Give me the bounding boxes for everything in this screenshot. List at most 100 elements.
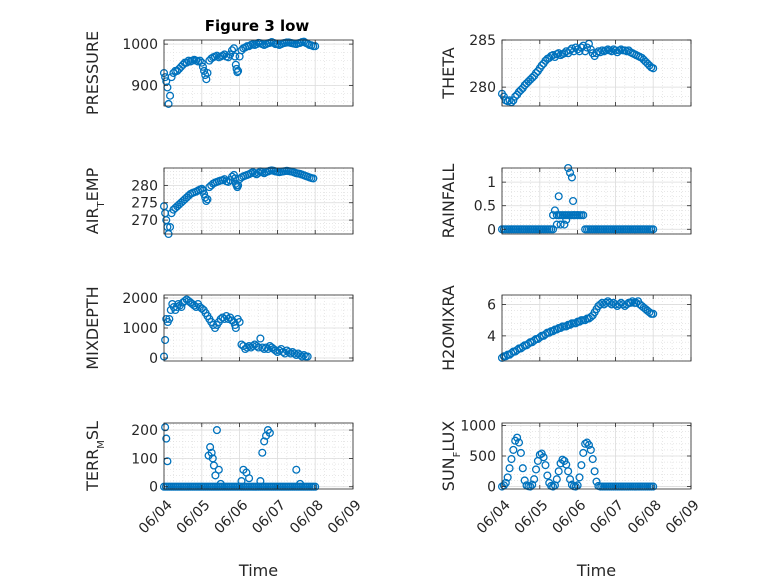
y-tick-label: 0 — [487, 222, 496, 238]
data-point — [256, 334, 265, 343]
data-point — [573, 211, 582, 220]
axes-frame — [501, 167, 692, 235]
data-point — [248, 341, 257, 351]
data-point — [203, 68, 212, 78]
data-point — [180, 296, 189, 306]
data-point — [195, 56, 204, 65]
y-tick-label: 4 — [487, 329, 496, 345]
data-point — [509, 445, 518, 454]
y-axis-label: PRESSURE — [83, 31, 102, 115]
y-tick-label: 500 — [469, 449, 496, 465]
subplot-1: 900 1000 PRESSURE — [83, 31, 354, 115]
data-point — [530, 475, 539, 484]
data-point — [226, 50, 235, 59]
data-point — [166, 91, 175, 100]
x-tick-label: 06/04 — [474, 497, 514, 537]
data-point — [284, 347, 293, 357]
data-point — [592, 477, 601, 486]
data-point — [611, 46, 620, 55]
y-tick-label: 280 — [131, 178, 158, 194]
data-point — [531, 465, 541, 474]
y-tick-label: 0 — [149, 480, 158, 496]
data-point — [252, 341, 261, 351]
data-point — [212, 426, 221, 435]
data-point — [262, 343, 271, 352]
data-point — [590, 467, 599, 476]
data-point — [607, 300, 616, 309]
y-tick-label: 2000 — [122, 291, 158, 307]
data-point — [548, 482, 558, 491]
data-point — [309, 174, 318, 183]
x-tick-label: 06/05 — [174, 497, 214, 537]
data-point — [520, 476, 529, 485]
x-tick-label: 06/05 — [512, 497, 552, 537]
data-point — [596, 300, 605, 309]
data-point — [577, 461, 586, 470]
data-point — [202, 196, 211, 206]
data-point — [575, 473, 584, 482]
subplot-4: 0 0.5 1 RAINFALL — [439, 164, 692, 239]
data-point — [297, 352, 307, 361]
y-tick-label: 1000 — [460, 418, 496, 434]
data-point — [607, 47, 616, 56]
data-point — [161, 423, 170, 432]
data-point — [528, 480, 537, 489]
y-axis-label: SUNFLUX — [439, 421, 463, 491]
data-point — [554, 192, 563, 201]
y-tick-label: 200 — [131, 423, 158, 439]
data-point — [586, 45, 595, 54]
data-point — [290, 349, 299, 358]
data-point — [628, 297, 637, 306]
data-point — [166, 223, 175, 232]
data-point — [513, 433, 522, 442]
data-point — [286, 349, 295, 358]
data-point — [224, 177, 233, 186]
y-tick-label: 6 — [487, 297, 496, 313]
y-axis-label: RAINFALL — [439, 164, 458, 239]
axes-frame — [163, 422, 354, 490]
data-point — [556, 323, 565, 333]
data-point — [571, 482, 580, 491]
subplot-2: 280 285 THETA — [439, 33, 692, 107]
y-axis-label: MIXDEPTH — [83, 286, 102, 369]
data-point — [605, 298, 614, 307]
data-point — [161, 335, 170, 345]
data-point — [234, 66, 243, 75]
x-axis-label: Time — [576, 561, 616, 580]
data-point — [198, 186, 207, 195]
data-point — [626, 298, 635, 307]
data-point — [245, 474, 254, 483]
data-point — [611, 300, 620, 309]
data-point — [214, 465, 223, 474]
data-point — [573, 45, 582, 54]
subplot-6: 4 6 H2OMIXRA — [439, 285, 692, 371]
data-point — [232, 64, 241, 73]
y-tick-label: 285 — [469, 33, 496, 49]
data-point — [243, 343, 252, 352]
data-point — [254, 343, 263, 352]
x-tick-label: 06/07 — [249, 497, 289, 537]
x-tick-label: 06/08 — [287, 497, 327, 537]
data-point — [231, 52, 240, 61]
data-point — [556, 220, 565, 229]
data-point — [203, 195, 212, 204]
data-point — [569, 196, 578, 206]
data-point — [190, 301, 199, 310]
data-point — [212, 51, 221, 60]
axes-frame — [501, 294, 692, 362]
data-point — [541, 461, 550, 470]
data-point — [229, 170, 238, 180]
data-point — [218, 313, 227, 322]
data-point — [581, 439, 590, 448]
y-tick-label: 0.5 — [474, 199, 496, 215]
x-tick-label: 06/04 — [136, 497, 176, 537]
data-point — [565, 320, 575, 329]
data-point — [649, 482, 658, 491]
data-point — [543, 471, 552, 480]
data-point — [569, 211, 578, 220]
y-tick-label: 900 — [131, 78, 158, 94]
data-point — [245, 341, 254, 351]
data-point — [579, 211, 588, 220]
data-point — [165, 314, 174, 324]
